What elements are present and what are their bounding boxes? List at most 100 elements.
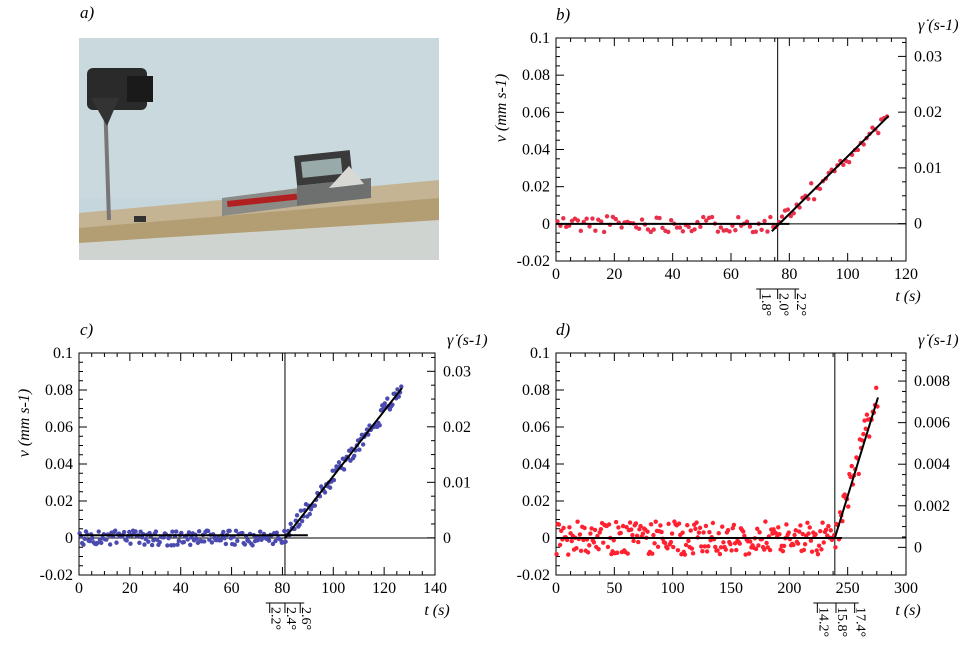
data-point <box>618 530 623 536</box>
data-point <box>848 474 853 480</box>
data-point <box>592 527 598 533</box>
angle-tick-label: 2.0° <box>776 293 791 316</box>
data-point <box>768 214 773 220</box>
data-point <box>846 504 851 509</box>
data-point <box>611 538 616 543</box>
data-point <box>651 227 656 232</box>
data-point <box>585 550 591 555</box>
y-tick-label: 0.06 <box>522 104 550 121</box>
data-point <box>357 447 362 452</box>
x-tick-label: 60 <box>723 266 739 283</box>
data-point <box>759 227 764 233</box>
data-point <box>729 548 734 553</box>
data-point <box>604 214 610 219</box>
data-point <box>683 542 689 548</box>
data-point <box>233 528 239 534</box>
x-tick-label: 0 <box>552 580 560 597</box>
data-point <box>149 542 155 548</box>
data-point <box>273 538 278 544</box>
x-tick-label: 40 <box>665 266 681 283</box>
data-point <box>688 528 693 533</box>
data-point <box>798 523 803 528</box>
data-point <box>699 544 704 549</box>
data-point <box>288 521 293 526</box>
data-point <box>874 385 879 391</box>
x-tick-label: 80 <box>781 266 797 283</box>
data-point <box>616 525 621 530</box>
data-point <box>746 551 752 556</box>
x-tick-label: 50 <box>606 580 622 597</box>
data-point <box>717 551 723 557</box>
data-point <box>157 540 162 545</box>
data-point <box>360 442 366 447</box>
data-point <box>582 525 587 531</box>
data-point <box>718 225 723 230</box>
angle-tick-label: 2.2° <box>268 607 283 630</box>
data-point <box>765 229 770 234</box>
data-point <box>189 535 194 540</box>
x-tick-label: 140 <box>423 580 447 597</box>
data-point <box>227 528 232 534</box>
data-point <box>781 543 787 549</box>
data-point <box>555 219 560 224</box>
data-point <box>399 384 404 389</box>
data-point <box>174 529 179 534</box>
x-tick-label: 120 <box>894 266 918 283</box>
panel-label: d) <box>556 320 571 339</box>
data-point <box>113 528 118 533</box>
data-point <box>716 531 721 536</box>
data-point <box>390 402 395 407</box>
data-point <box>819 547 824 552</box>
data-point <box>785 207 791 212</box>
data-point <box>613 519 619 525</box>
data-point <box>648 522 654 527</box>
data-point <box>696 530 702 535</box>
data-point <box>762 547 767 552</box>
data-point <box>385 396 390 401</box>
data-point <box>762 218 767 224</box>
data-point <box>336 460 342 465</box>
data-point <box>196 529 202 534</box>
data-point <box>99 540 104 545</box>
panel-label: b) <box>556 5 571 24</box>
data-point <box>587 224 592 229</box>
data-point <box>743 552 748 557</box>
data-point <box>805 520 810 526</box>
y-tick-label: 0.02 <box>45 493 73 510</box>
data-point <box>270 541 276 547</box>
data-point <box>721 540 726 545</box>
data-point <box>146 539 151 544</box>
data-point <box>274 530 279 535</box>
x-tick-label: 60 <box>224 580 240 597</box>
data-point <box>257 529 263 534</box>
data-point <box>747 224 753 229</box>
data-point <box>704 549 710 554</box>
data-point <box>161 535 166 540</box>
data-point <box>137 540 142 546</box>
data-point <box>588 531 593 536</box>
data-point <box>655 544 661 550</box>
data-point <box>127 529 132 535</box>
data-point <box>153 529 159 534</box>
data-point <box>676 521 682 526</box>
data-point <box>574 545 579 551</box>
data-point <box>826 523 831 529</box>
data-point <box>728 541 733 547</box>
data-point <box>757 530 762 535</box>
data-point <box>795 541 801 546</box>
data-point <box>776 525 781 530</box>
data-point <box>645 529 650 534</box>
data-point <box>792 532 797 538</box>
chart-panel-b: b)0 20 40 60 80 100 120-0.0200.020.040.060.080… <box>493 5 959 316</box>
data-point <box>577 532 583 537</box>
y2-tick-label: 0.01 <box>914 160 942 177</box>
data-point <box>171 542 176 548</box>
data-point <box>240 530 245 536</box>
data-point <box>322 490 328 495</box>
y2-tick-label: 0.01 <box>443 474 471 491</box>
data-point <box>181 539 187 545</box>
y-axis-label: v (mm s-1) <box>16 389 33 457</box>
data-point <box>725 528 731 533</box>
data-point <box>575 218 581 223</box>
data-point <box>856 471 861 477</box>
